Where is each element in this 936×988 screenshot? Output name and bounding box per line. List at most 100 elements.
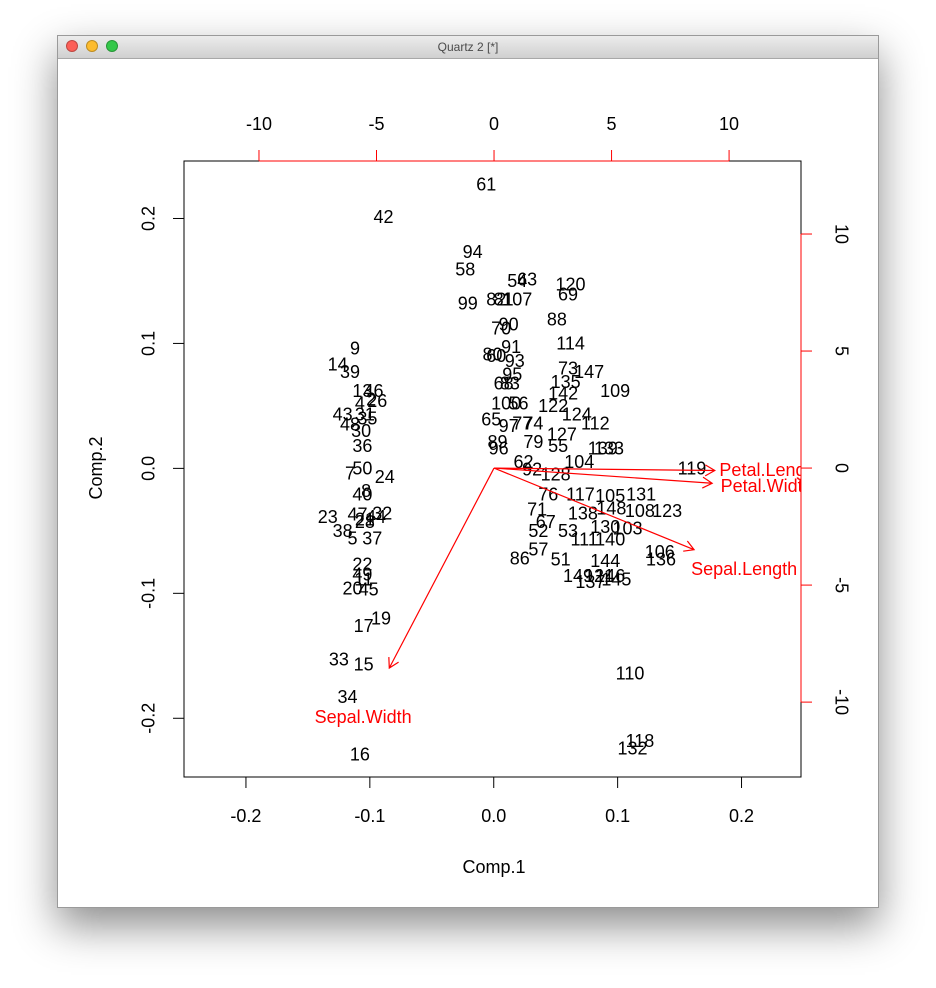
loading-arrow xyxy=(388,467,495,670)
plot-box xyxy=(183,160,802,778)
observation-label: 34 xyxy=(338,687,358,707)
observation-label: 118 xyxy=(626,731,655,751)
observation-label: 26 xyxy=(367,391,387,411)
y2-tick-label: 0 xyxy=(831,463,851,473)
observation-label: 52 xyxy=(528,521,548,541)
observation-label: 8 xyxy=(361,481,371,501)
observation-label: 138 xyxy=(568,503,598,523)
variable-label: Petal.Length xyxy=(719,460,820,480)
observation-label: 28 xyxy=(355,512,375,532)
loading-arrow xyxy=(494,464,716,477)
observation-label: 68 xyxy=(494,373,514,393)
observation-label: 22 xyxy=(352,555,372,575)
observation-label: 90 xyxy=(499,315,519,335)
observation-label: 139 xyxy=(588,438,618,458)
observation-label: 60 xyxy=(486,346,506,366)
close-button[interactable] xyxy=(66,40,78,52)
observation-label: 17 xyxy=(354,616,374,636)
observation-label: 147 xyxy=(574,362,604,382)
observation-label: 74 xyxy=(523,413,543,433)
variable-label: Sepal.Width xyxy=(315,707,412,727)
observation-label: 100 xyxy=(491,393,521,413)
observation-label: 62 xyxy=(513,452,533,472)
observation-label: 32 xyxy=(372,503,392,523)
x2-tick-label: 0 xyxy=(489,114,499,134)
observation-label: 121 xyxy=(584,566,614,586)
observation-label: 46 xyxy=(364,381,384,401)
observation-label: 69 xyxy=(558,285,578,305)
observation-label: 56 xyxy=(509,393,529,413)
observation-label: 131 xyxy=(626,485,656,505)
observation-label: 77 xyxy=(512,413,532,433)
observation-label: 96 xyxy=(489,438,509,458)
observation-label: 7 xyxy=(345,463,355,483)
observation-label: 24 xyxy=(375,467,395,487)
observation-label: 23 xyxy=(318,507,338,527)
observation-label: 19 xyxy=(371,608,391,628)
observation-label: 132 xyxy=(617,738,647,758)
observation-label: 83 xyxy=(500,373,520,393)
observation-label: 127 xyxy=(547,425,577,445)
observation-label: 95 xyxy=(502,365,522,385)
observation-label: 120 xyxy=(556,275,586,295)
observation-label: 14 xyxy=(328,355,348,375)
observation-label: 38 xyxy=(333,521,353,541)
y-tick-label: 0.2 xyxy=(139,206,159,231)
observation-label: 65 xyxy=(481,410,501,430)
y-tick-label: 0.0 xyxy=(139,456,159,481)
observation-label: 140 xyxy=(595,530,625,550)
observation-label: 71 xyxy=(527,500,547,520)
observation-label: 128 xyxy=(541,465,571,485)
y2-tick-label: -5 xyxy=(831,577,851,593)
observation-label: 63 xyxy=(517,270,537,290)
observation-label: 76 xyxy=(538,485,558,505)
x2-tick-label: -5 xyxy=(368,114,384,134)
observation-label: 110 xyxy=(616,663,645,683)
observation-label: 149 xyxy=(563,566,593,586)
observation-label: 58 xyxy=(455,260,475,280)
observation-label: 92 xyxy=(522,460,542,480)
observation-label: 144 xyxy=(590,551,620,571)
observation-label: 2 xyxy=(366,390,376,410)
observation-label: 123 xyxy=(652,501,682,521)
zoom-button[interactable] xyxy=(106,40,118,52)
observation-label: 11 xyxy=(354,570,373,590)
observation-label: 119 xyxy=(678,458,707,478)
observation-label: 33 xyxy=(329,650,349,670)
observation-label: 45 xyxy=(359,580,379,600)
y-tick-label: -0.2 xyxy=(139,703,159,734)
observation-label: 146 xyxy=(595,566,625,586)
observation-label: 15 xyxy=(354,655,374,675)
observation-label: 135 xyxy=(551,372,581,392)
observation-label: 79 xyxy=(523,432,543,452)
observation-label: 20 xyxy=(342,578,362,598)
window: Quartz 2 [*] xyxy=(57,35,879,908)
observation-label: 114 xyxy=(556,333,585,353)
observation-label: 117 xyxy=(566,485,595,505)
minimize-button[interactable] xyxy=(86,40,98,52)
loading-arrow xyxy=(493,467,696,552)
observation-label: 55 xyxy=(548,436,568,456)
loading-arrow xyxy=(493,467,714,489)
observation-label: 13 xyxy=(352,381,372,401)
observation-label: 94 xyxy=(463,242,483,262)
observation-label: 9 xyxy=(350,338,360,358)
observation-label: 67 xyxy=(536,512,556,532)
x-tick-label: 0.2 xyxy=(729,806,754,826)
y2-tick-label: -10 xyxy=(831,689,851,715)
observation-label: 40 xyxy=(352,485,372,505)
window-title: Quartz 2 [*] xyxy=(437,40,499,54)
observation-label: 16 xyxy=(350,745,370,765)
observation-label: 112 xyxy=(581,413,610,433)
observation-label: 104 xyxy=(564,452,594,472)
observation-label: 31 xyxy=(355,405,375,425)
observation-label: 61 xyxy=(476,175,496,195)
observation-label: 82 xyxy=(486,290,506,310)
observation-label: 111 xyxy=(570,530,597,550)
observation-label: 47 xyxy=(347,505,367,525)
observation-label: 145 xyxy=(601,570,631,590)
observation-label: 35 xyxy=(357,408,377,428)
observation-label: 37 xyxy=(362,528,382,548)
